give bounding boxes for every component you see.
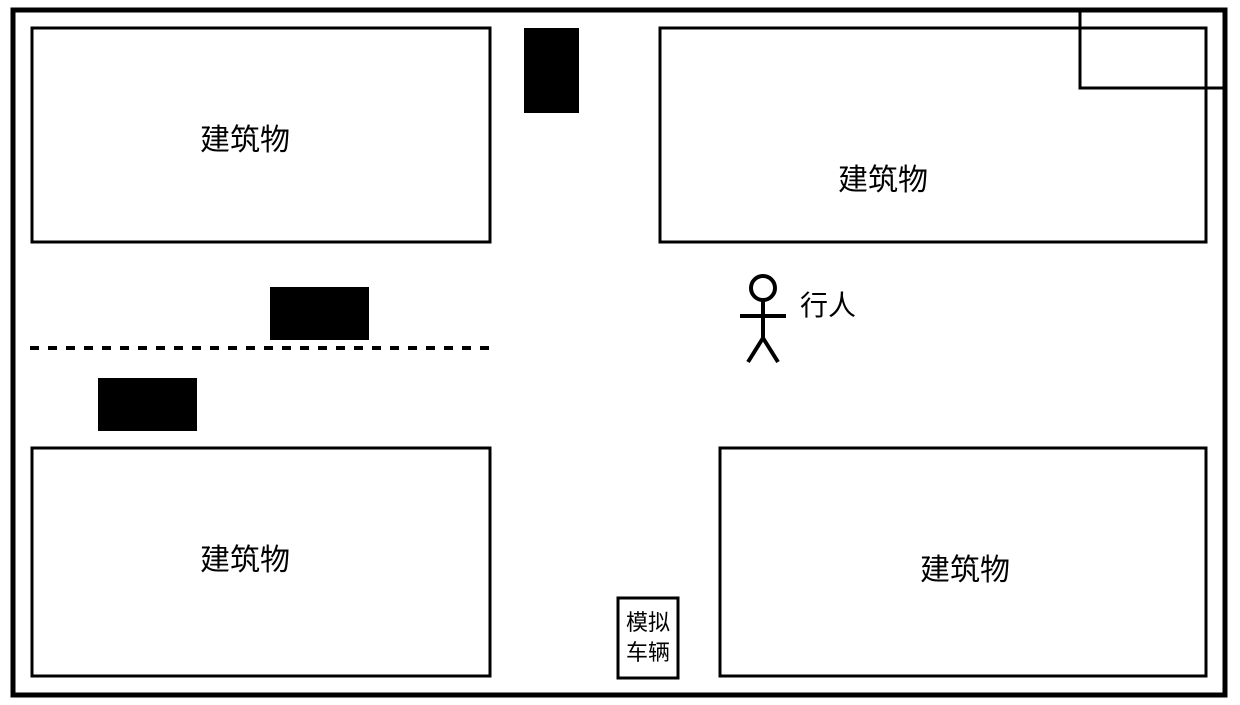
building-label-bot_right: 建筑物 (920, 554, 1010, 587)
building-label-top_left: 建筑物 (200, 124, 290, 157)
sim-vehicle-label-2: 车辆 (626, 640, 670, 665)
outer-frame (13, 10, 1225, 695)
building-label-bot_left: 建筑物 (200, 544, 290, 577)
building-label-top_right: 建筑物 (838, 164, 928, 197)
top-right-notch (1080, 10, 1225, 88)
sim-vehicle-label-1: 模拟 (626, 610, 670, 635)
vehicle-low-left (98, 378, 197, 431)
vehicle-top-vertical (524, 28, 579, 113)
pedestrian-label: 行人 (800, 290, 856, 322)
pedestrian-icon (740, 276, 786, 362)
vehicle-mid-left (270, 287, 369, 340)
building-top-right (660, 28, 1206, 242)
